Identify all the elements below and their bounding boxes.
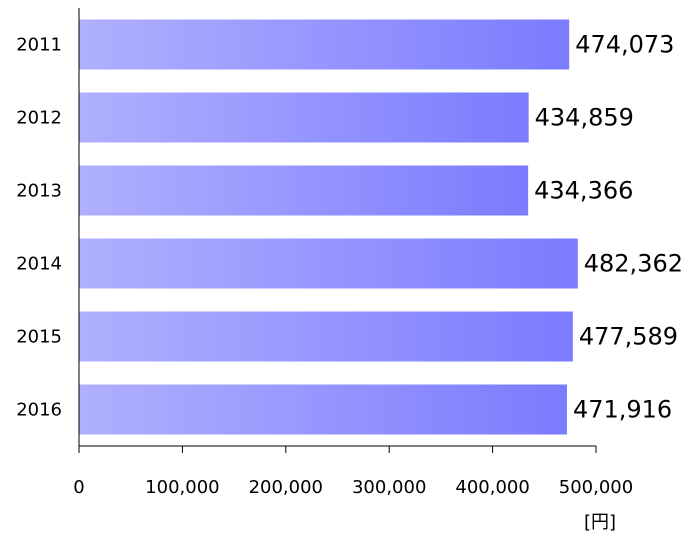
category-label-2014: 2014 (16, 254, 62, 275)
x-tick-label-200000: 200,000 (249, 477, 323, 498)
x-tick-label-500000: 500,000 (559, 477, 633, 498)
bar-2014 (79, 238, 578, 289)
category-label-2016: 2016 (16, 400, 62, 421)
unit-label: [円] (584, 512, 616, 533)
x-tick-label-0: 0 (73, 477, 84, 498)
data-labels: 474,073 434,859 434,366 482,362 477,589 471,9… (534, 31, 683, 424)
x-tick-label-100000: 100,000 (145, 477, 219, 498)
data-label-2012: 434,859 (535, 104, 634, 132)
bars-group (79, 19, 578, 435)
data-label-2016: 471,916 (573, 396, 672, 424)
bar-2011 (79, 19, 570, 70)
bar-2016 (79, 384, 567, 435)
data-label-2015: 477,589 (579, 323, 678, 351)
data-label-2013: 434,366 (534, 177, 633, 205)
bar-2012 (79, 92, 529, 143)
category-label-2013: 2013 (16, 181, 62, 202)
category-label-2012: 2012 (16, 108, 62, 129)
data-label-2011: 474,073 (575, 31, 674, 59)
category-label-2011: 2011 (16, 35, 62, 56)
x-axis-ticks: 0 100,000 200,000 300,000 400,000 500,000 (73, 446, 633, 498)
bar-2015 (79, 311, 573, 362)
x-tick-label-300000: 300,000 (352, 477, 426, 498)
x-tick-label-400000: 400,000 (455, 477, 529, 498)
bar-2013 (79, 165, 529, 216)
category-label-2015: 2015 (16, 327, 62, 348)
data-label-2014: 482,362 (584, 250, 683, 278)
category-labels: 2011 2012 2013 2014 2015 2016 (16, 35, 62, 421)
